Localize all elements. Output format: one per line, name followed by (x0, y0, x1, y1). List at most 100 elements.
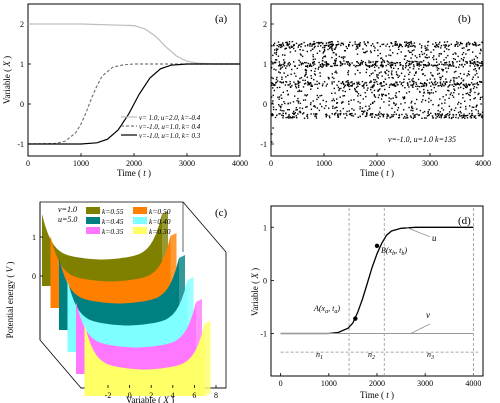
panel-d-point-a-label: A(xa, ta) (313, 304, 340, 315)
panel-b-point (319, 72, 321, 74)
panel-b-point (476, 81, 479, 84)
panel-c-surface (76, 302, 196, 374)
panel-b-point (298, 44, 300, 47)
panel-b-point (414, 46, 416, 48)
panel-d-point-b-label: B(xb, tb) (381, 246, 407, 257)
panel-b-point (435, 65, 438, 67)
panel-b-point (340, 62, 342, 65)
panel-b-point (406, 82, 409, 84)
panel-b-point (318, 61, 320, 64)
panel-b-point (344, 84, 347, 86)
panel-b-point (460, 86, 462, 89)
panel-b-point (395, 73, 398, 75)
panel-b-point (319, 65, 322, 67)
panel-b-point (391, 70, 393, 72)
panel-b-point (338, 43, 340, 45)
panel-b-point (356, 43, 358, 46)
panel-b-point (396, 74, 399, 76)
panel-b-point (358, 81, 360, 83)
panel-b-point (460, 77, 463, 80)
panel-b-point (355, 64, 358, 67)
panel-b-point (397, 107, 400, 109)
panel-b-point (442, 64, 445, 66)
panel-b-point (287, 94, 289, 96)
panel-b-point (390, 66, 392, 69)
panel-b-point (376, 42, 379, 44)
panel-b-point (440, 77, 442, 79)
panel-b-point (415, 71, 417, 73)
panel-b-point (401, 85, 404, 87)
panel-a-legend-entry: v=-1.0, u=1.0, k= 0.4 (139, 123, 201, 131)
panel-b-point (409, 45, 412, 47)
panel-b-point (469, 84, 471, 86)
panel-b-point (287, 117, 290, 119)
panel-b-point (348, 62, 351, 65)
panel-b-point (459, 64, 461, 66)
panel-b-point (478, 114, 481, 117)
panel-b-point (459, 115, 461, 117)
panel-b-point (353, 82, 355, 85)
panel-b-point (370, 44, 372, 47)
panel-b-point (364, 110, 366, 112)
panel-b-point (409, 115, 412, 117)
panel-b-point (411, 107, 413, 109)
panel-b-point (364, 61, 367, 64)
panel-b-point (285, 112, 287, 114)
panel-b-point (309, 45, 311, 47)
panel-b-point (299, 81, 301, 83)
panel-b-point (294, 112, 296, 114)
panel-b-point (443, 44, 445, 46)
panel-b-point (271, 76, 273, 79)
panel-b-point (445, 115, 447, 118)
panel-b-point (448, 65, 450, 67)
panel-b-point (275, 51, 278, 54)
panel-b-point (435, 46, 437, 48)
panel-b-point (408, 60, 410, 63)
panel-b-point (301, 43, 303, 45)
panel-b-xtick-label: 1000 (316, 159, 332, 168)
panel-b-point (383, 101, 385, 103)
panel-d-series-u (280, 226, 474, 335)
panel-b-point (444, 99, 446, 101)
panel-b-point (424, 56, 426, 58)
panel-b-point (309, 82, 312, 84)
panel-b-point (324, 55, 326, 57)
panel-a-xtick-label: 1000 (73, 159, 89, 168)
panel-b-point (347, 71, 349, 74)
panel-b-point (334, 59, 336, 61)
panel-b-point (334, 62, 337, 64)
panel-b-point (342, 42, 344, 45)
panel-b-point (388, 45, 391, 48)
panel-b-point (343, 60, 345, 62)
panel-b-point (432, 65, 434, 67)
panel-b-point (385, 55, 387, 57)
panel-b-point (366, 109, 369, 112)
panel-a-legend-entry: v=-1.0, u=1.0, k= 0.3 (139, 132, 201, 140)
panel-b-point (305, 71, 307, 74)
panel-b-point (413, 65, 415, 68)
panel-b-point (278, 104, 280, 106)
panel-b-point (382, 59, 384, 61)
panel-b-point (283, 65, 286, 67)
panel-b-point (376, 65, 378, 67)
panel-b-point (381, 93, 383, 95)
panel-b-point (292, 112, 295, 115)
panel-b-point (292, 101, 295, 103)
panel-b-point (390, 65, 392, 67)
panel-b-point (288, 114, 290, 116)
panel-b-point (450, 79, 452, 81)
panel-b-point (310, 69, 312, 72)
panel-b-point (325, 65, 327, 67)
panel-b-point (378, 114, 380, 116)
panel-b-point (407, 83, 409, 85)
panel-b-point (462, 115, 465, 117)
panel-b-point (477, 64, 480, 67)
panel-b-point (282, 43, 284, 46)
panel-b-point (430, 92, 432, 94)
panel-b-point (304, 69, 307, 72)
panel-b-point (342, 95, 344, 97)
panel-b-point (451, 84, 453, 86)
panel-b-point (427, 44, 429, 47)
panel-b-point (285, 76, 287, 78)
panel-b-point (305, 70, 308, 72)
